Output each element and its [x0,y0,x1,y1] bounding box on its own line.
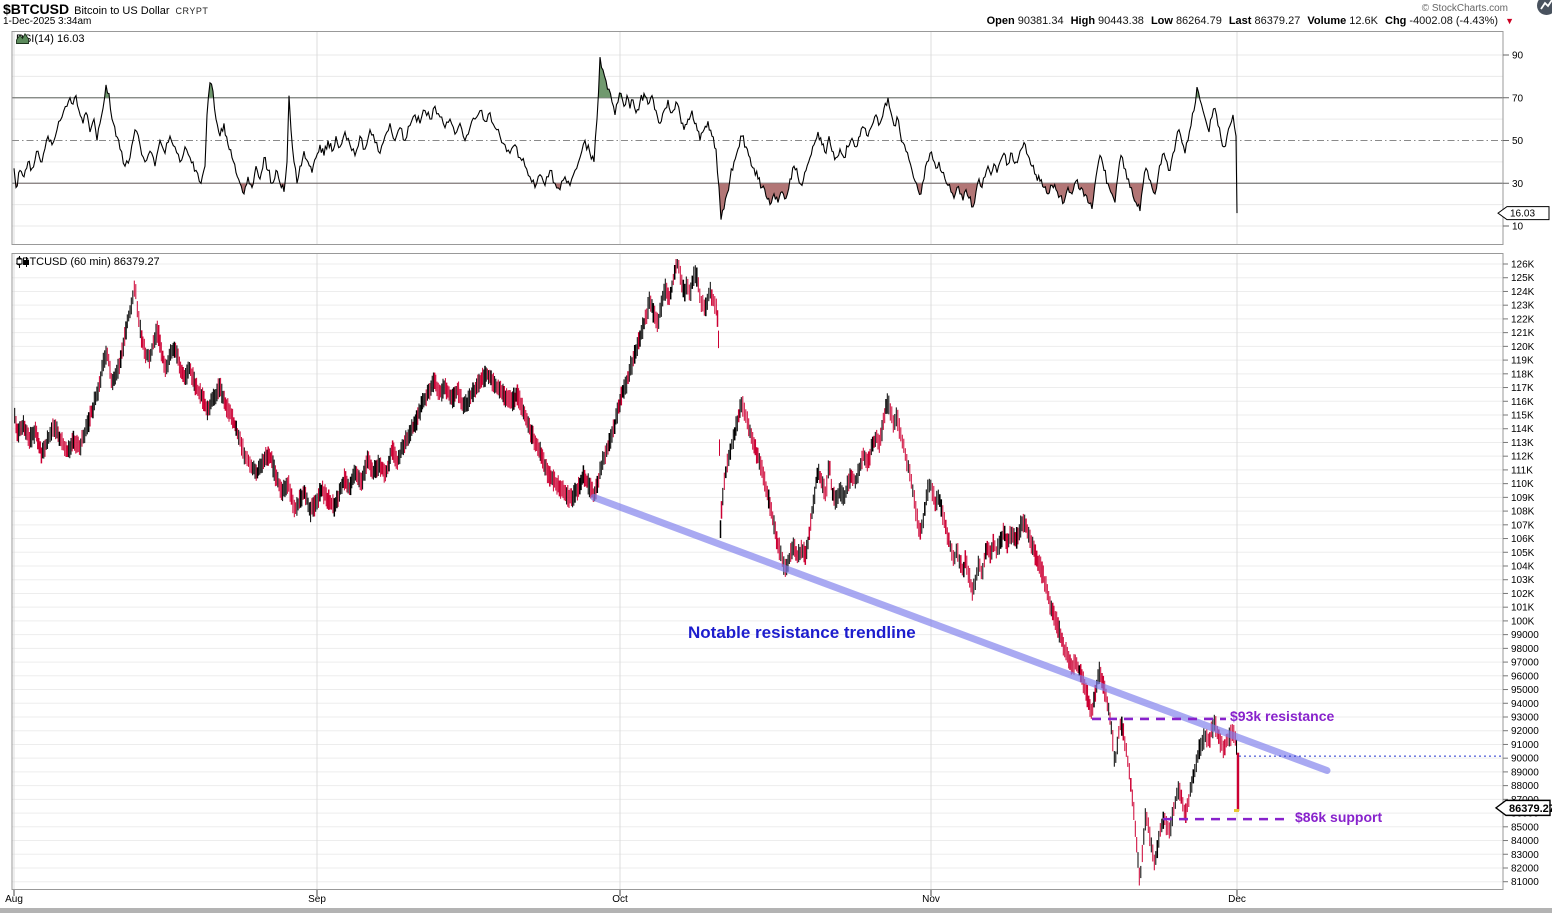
candlestick-icon [16,256,29,268]
svg-text:95000: 95000 [1511,685,1539,696]
last-value: 86379.27 [1254,15,1301,27]
svg-text:91000: 91000 [1511,740,1539,751]
symbol-text: $BTCUSD [3,1,70,17]
svg-text:113K: 113K [1511,438,1534,449]
svg-text:124K: 124K [1511,287,1535,298]
svg-text:110K: 110K [1511,479,1534,490]
chg-value: -4002.08 (-4.43%) [1409,15,1499,27]
svg-text:93000: 93000 [1511,712,1539,723]
high-label: High [1070,15,1096,27]
resistance-annotation-text: $93k resistance [1230,708,1335,724]
month-label-sep: Sep [308,894,326,905]
svg-text:116K: 116K [1511,397,1534,408]
copyright-text: © StockCharts.com [1421,3,1508,14]
svg-text:70: 70 [1512,93,1524,104]
svg-text:99000: 99000 [1511,630,1539,641]
volume-label: Volume [1307,15,1347,27]
svg-text:90: 90 [1512,51,1524,62]
svg-text:98000: 98000 [1511,644,1539,655]
svg-text:97000: 97000 [1511,658,1539,669]
svg-text:122K: 122K [1511,314,1535,325]
month-label-dec: Dec [1228,894,1246,905]
svg-text:92000: 92000 [1511,726,1539,737]
svg-text:101K: 101K [1511,603,1535,614]
price-panel-label: $BTCUSD (60 min) 86379.27 [16,256,160,268]
svg-text:90000: 90000 [1511,754,1539,765]
exchange-label: CRYPT [175,6,209,16]
svg-text:115K: 115K [1511,410,1534,421]
svg-text:86379.27: 86379.27 [1509,803,1552,815]
low-value: 86264.79 [1175,15,1222,27]
svg-text:103K: 103K [1511,575,1535,586]
svg-text:83000: 83000 [1511,850,1539,861]
svg-text:50: 50 [1512,136,1524,147]
svg-text:85000: 85000 [1511,822,1539,833]
ticker-header: $BTCUSD Bitcoin to US Dollar CRYPT [3,1,208,19]
chg-down-arrow-icon: ▼ [1505,16,1514,26]
high-value: 90443.38 [1098,15,1144,27]
svg-text:114K: 114K [1511,424,1534,435]
svg-text:94000: 94000 [1511,699,1539,710]
rsi-panel-label: RSI(14) 16.03 [16,33,85,45]
svg-text:118K: 118K [1511,369,1534,380]
chart-datetime: 1-Dec-2025 3:34am [3,16,92,27]
svg-text:82000: 82000 [1511,863,1539,874]
svg-text:109K: 109K [1511,493,1535,504]
svg-text:81000: 81000 [1511,877,1539,888]
svg-text:112K: 112K [1511,452,1534,463]
open-label: Open [986,15,1015,27]
trendline-annotation-text: Notable resistance trendline [688,623,916,642]
svg-text:121K: 121K [1511,328,1535,339]
svg-text:106K: 106K [1511,534,1535,545]
svg-text:16.03: 16.03 [1510,209,1535,220]
chg-label: Chg [1385,15,1407,27]
volume-value: 12.6K [1349,15,1379,27]
stockcharts-logo-icon [1537,0,1552,15]
svg-text:126K: 126K [1511,260,1535,271]
area-chart-icon [16,33,29,44]
svg-text:10: 10 [1512,222,1524,233]
rsi-indicator-panel: 90 70 50 30 10 16.03 [11,31,1550,245]
svg-text:108K: 108K [1511,507,1535,518]
symbol-name: Bitcoin to US Dollar [74,5,170,17]
svg-text:102K: 102K [1511,589,1535,600]
price-candlestick-panel: 126K 125K 124K 123K 122K 121K 120K 119K 118K 117K… [11,253,1552,896]
svg-text:111K: 111K [1511,465,1533,476]
svg-text:125K: 125K [1511,273,1535,284]
svg-text:105K: 105K [1511,548,1535,559]
open-value: 90381.34 [1017,15,1064,27]
month-label-aug: Aug [5,894,23,905]
svg-text:84000: 84000 [1511,836,1539,847]
svg-text:117K: 117K [1511,383,1534,394]
support-annotation-text: $86k support [1295,809,1383,825]
svg-text:104K: 104K [1511,561,1535,572]
svg-text:96000: 96000 [1511,671,1539,682]
last-label: Last [1228,15,1252,27]
svg-text:120K: 120K [1511,342,1535,353]
bottom-border-bar [0,908,1552,913]
time-axis: Aug Sep Oct Nov Dec [0,890,1552,908]
svg-text:30: 30 [1512,179,1524,190]
svg-text:100K: 100K [1511,616,1535,627]
low-label: Low [1150,15,1173,27]
svg-text:119K: 119K [1511,356,1534,367]
month-label-oct: Oct [612,894,628,905]
svg-text:123K: 123K [1511,301,1535,312]
ohlc-quote-row: Open 90381.34 High 90443.38 Low 86264.79 Last 8… [987,15,1514,27]
svg-text:89000: 89000 [1511,767,1539,778]
month-label-nov: Nov [922,894,940,905]
svg-text:107K: 107K [1511,520,1535,531]
svg-text:88000: 88000 [1511,781,1539,792]
